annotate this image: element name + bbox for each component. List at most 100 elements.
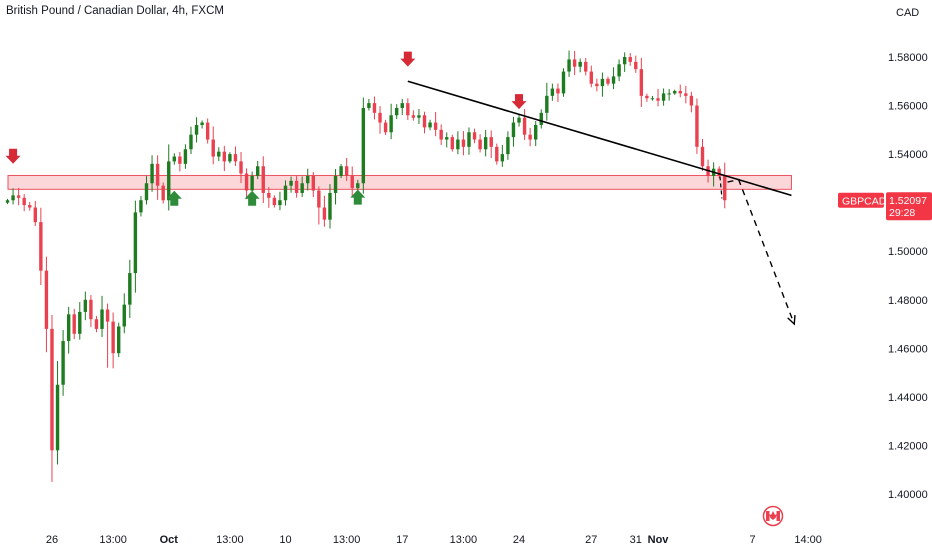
- candle-body: [11, 195, 15, 201]
- candle: [289, 176, 293, 193]
- candle: [117, 322, 121, 358]
- candle-body: [578, 61, 582, 67]
- candle-body: [406, 103, 410, 116]
- candle-body: [589, 71, 593, 84]
- candle-body: [289, 180, 293, 186]
- candle-body: [428, 122, 432, 128]
- candle: [239, 151, 243, 183]
- candle: [567, 50, 571, 77]
- candle: [339, 164, 343, 179]
- candle: [522, 109, 527, 140]
- candle: [572, 50, 577, 76]
- symbol-tag[interactable]: [838, 192, 884, 208]
- x-tick-label: 10: [279, 534, 291, 546]
- candle: [650, 95, 655, 101]
- candle: [556, 83, 560, 102]
- x-tick-label: 13:00: [450, 534, 478, 546]
- candle: [311, 172, 315, 198]
- candle-body: [606, 78, 610, 84]
- candle-body: [545, 95, 549, 113]
- candle-body: [189, 134, 193, 150]
- candle-body: [261, 166, 265, 193]
- x-tick-label: 13:00: [216, 534, 244, 546]
- candle: [372, 96, 377, 120]
- x-tick-label: 17: [396, 534, 408, 546]
- candle: [39, 207, 43, 286]
- candle-body: [133, 212, 138, 274]
- candle: [33, 200, 37, 227]
- candle: [16, 187, 21, 206]
- candle-body: [205, 122, 210, 140]
- candle-body: [233, 154, 238, 162]
- candle: [472, 128, 477, 144]
- candle: [456, 131, 460, 155]
- support-zone-rect[interactable]: [7, 174, 792, 190]
- candle-body: [61, 341, 65, 385]
- candle-body: [317, 190, 321, 208]
- candle-body: [478, 139, 482, 150]
- candle-body: [278, 200, 282, 206]
- candle: [233, 146, 238, 166]
- candle: [561, 68, 566, 97]
- y-tick-label: 1.46000: [888, 343, 928, 355]
- candle: [350, 166, 354, 198]
- candle-body: [117, 326, 121, 354]
- candle: [272, 195, 277, 208]
- drawings-layer: [407, 80, 796, 326]
- y-axis-currency: CAD: [896, 7, 919, 19]
- candle: [678, 84, 682, 98]
- candle-body: [639, 69, 644, 96]
- candle-body: [506, 137, 510, 155]
- candle-body: [439, 129, 443, 140]
- candle-body: [44, 270, 49, 329]
- candle-body: [217, 151, 221, 157]
- candle: [261, 156, 265, 203]
- candle: [267, 186, 271, 208]
- candle: [667, 89, 671, 101]
- candle: [611, 67, 616, 90]
- candle: [695, 98, 699, 154]
- candle: [78, 302, 82, 340]
- candle-body: [467, 132, 471, 147]
- projection-path[interactable]: [727, 178, 795, 325]
- y-tick-label: 1.50000: [888, 246, 928, 258]
- candle: [178, 151, 182, 172]
- candle: [595, 78, 599, 92]
- candle: [367, 99, 371, 111]
- maple-leaf: [769, 511, 777, 520]
- candle-body: [600, 78, 605, 87]
- flag-bar-left: [766, 511, 770, 521]
- candle-body: [650, 98, 655, 100]
- candle: [306, 168, 310, 191]
- candle: [72, 308, 76, 340]
- candle: [333, 169, 338, 205]
- candle: [673, 89, 677, 95]
- candle-body: [561, 71, 566, 94]
- candle: [294, 176, 299, 198]
- candle: [200, 120, 204, 129]
- candle: [155, 155, 160, 200]
- candle-body: [33, 207, 37, 223]
- candle-body: [700, 146, 705, 167]
- candle: [256, 160, 260, 180]
- candle: [344, 157, 349, 181]
- candle: [506, 131, 510, 160]
- candle-body: [311, 175, 315, 191]
- candle-body: [155, 163, 160, 186]
- candle: [172, 153, 176, 165]
- candle-body: [595, 83, 599, 87]
- y-tick-label: 1.56000: [888, 101, 928, 113]
- candle-body: [450, 137, 454, 150]
- canada-flag-icon[interactable]: [762, 505, 784, 527]
- x-tick-label: Nov: [648, 534, 670, 546]
- candle-body: [267, 192, 271, 198]
- candle: [700, 139, 705, 171]
- x-tick-label: 13:00: [99, 534, 127, 546]
- descending-trendline[interactable]: [407, 80, 792, 197]
- candle: [545, 82, 549, 121]
- sell-arrow-icon: [400, 51, 416, 67]
- projection-breakdown-tick: [719, 176, 723, 199]
- x-tick-label: 13:00: [333, 534, 361, 546]
- buy-arrow-icon: [166, 190, 182, 206]
